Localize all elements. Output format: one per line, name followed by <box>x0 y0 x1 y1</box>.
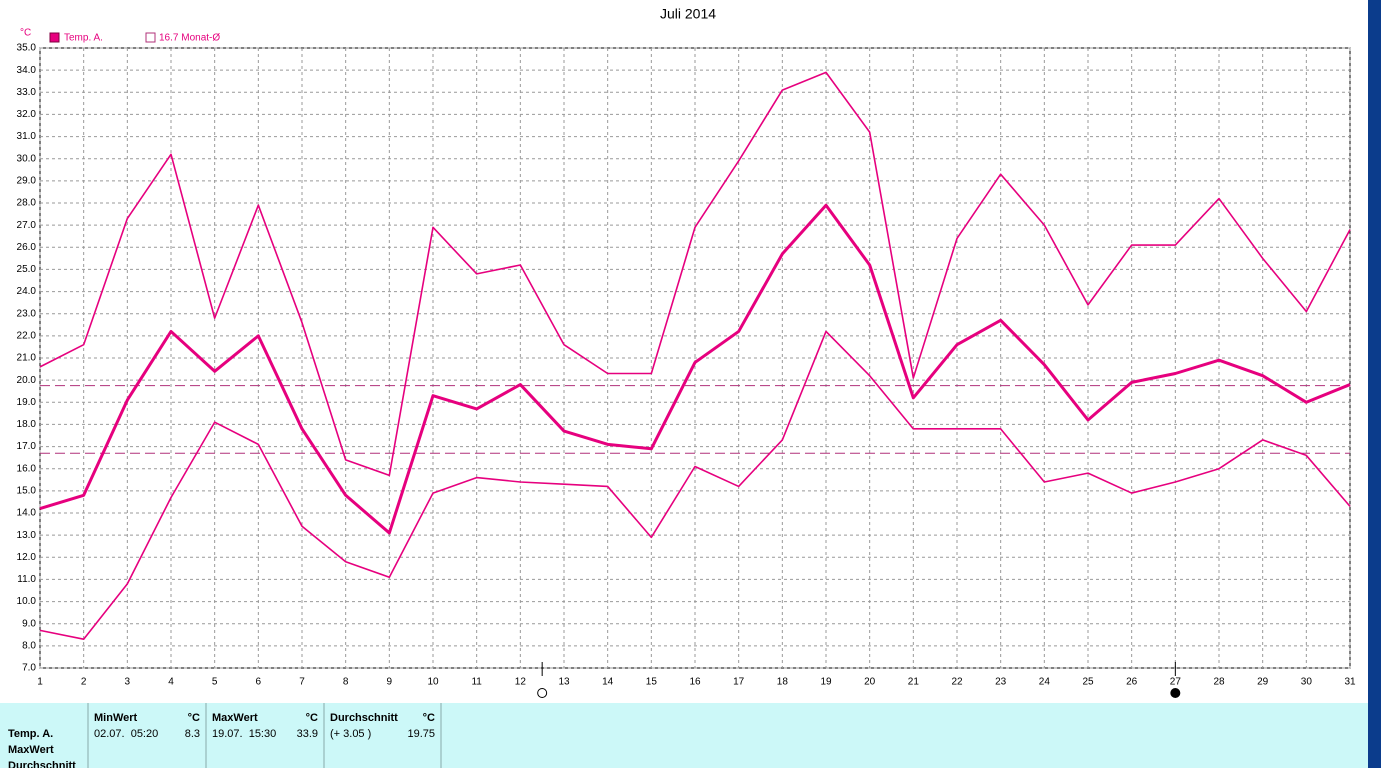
y-tick-label: 17.0 <box>17 441 37 452</box>
stats-panel <box>0 703 1368 768</box>
x-tick-label: 20 <box>864 677 876 688</box>
x-tick-label: 6 <box>256 677 262 688</box>
y-tick-label: 28.0 <box>17 198 37 209</box>
y-tick-label: 31.0 <box>17 131 37 142</box>
cell-value: 8.3 <box>185 728 200 740</box>
x-tick-label: 2 <box>81 677 87 688</box>
x-tick-label: 11 <box>471 677 482 688</box>
y-tick-label: 33.0 <box>17 87 37 98</box>
x-tick-label: 23 <box>995 677 1007 688</box>
cell-when: 19.07. 15:30 <box>212 728 276 740</box>
y-tick-label: 23.0 <box>17 308 37 319</box>
y-tick-label: 27.0 <box>17 220 37 231</box>
y-tick-label: 8.0 <box>22 640 36 651</box>
cell-when: 02.07. 05:20 <box>94 728 158 740</box>
y-tick-label: 25.0 <box>17 264 37 275</box>
column-header: MinWert <box>94 712 138 724</box>
y-tick-label: 14.0 <box>17 508 37 519</box>
x-tick-label: 29 <box>1257 677 1269 688</box>
x-tick-label: 18 <box>777 677 789 688</box>
x-tick-label: 3 <box>125 677 131 688</box>
y-tick-label: 15.0 <box>17 485 37 496</box>
x-tick-label: 28 <box>1213 677 1225 688</box>
column-unit: °C <box>306 712 318 724</box>
y-tick-label: 29.0 <box>17 175 37 186</box>
x-tick-label: 21 <box>908 677 920 688</box>
x-tick-label: 10 <box>427 677 439 688</box>
legend-swatch <box>145 32 156 43</box>
cell-value: 33.9 <box>297 728 318 740</box>
x-tick-label: 27 <box>1170 677 1182 688</box>
x-tick-label: 12 <box>515 677 527 688</box>
y-tick-label: 24.0 <box>17 286 37 297</box>
series-line <box>39 71 1351 477</box>
y-tick-label: 10.0 <box>17 596 37 607</box>
legend-label: 16.7 Monat-Ø <box>159 33 220 44</box>
legend-label: Temp. A. <box>64 33 103 44</box>
x-tick-label: 13 <box>558 677 570 688</box>
y-tick-label: 16.0 <box>17 463 37 474</box>
row-label: Durchschnitt <box>8 760 76 768</box>
y-tick-label: 20.0 <box>17 375 37 386</box>
y-tick-label: 34.0 <box>17 65 37 76</box>
y-tick-label: 26.0 <box>17 242 37 253</box>
x-tick-label: 19 <box>820 677 832 688</box>
x-tick-label: 16 <box>689 677 701 688</box>
column-unit: °C <box>188 712 200 724</box>
x-tick-label: 30 <box>1301 677 1313 688</box>
x-tick-label: 26 <box>1126 677 1138 688</box>
y-tick-label: 19.0 <box>17 397 37 408</box>
x-tick-label: 5 <box>212 677 218 688</box>
x-tick-label: 4 <box>168 677 174 688</box>
x-tick-label: 31 <box>1344 677 1356 688</box>
column-header: Durchschnitt <box>330 712 398 724</box>
x-tick-label: 7 <box>299 677 305 688</box>
y-tick-label: 32.0 <box>17 109 37 120</box>
x-tick-label: 9 <box>387 677 393 688</box>
y-tick-label: 21.0 <box>17 353 37 364</box>
series-line <box>39 203 1351 535</box>
y-tick-label: 9.0 <box>22 618 36 629</box>
moon-phase <box>537 688 548 698</box>
y-tick-label: 11.0 <box>17 574 36 585</box>
y-tick-label: 35.0 <box>17 43 37 54</box>
cell-value: 19.75 <box>407 728 435 740</box>
x-tick-label: 24 <box>1039 677 1051 688</box>
x-tick-label: 1 <box>37 677 43 688</box>
window-edge <box>1368 0 1381 768</box>
chart-title: Juli 2014 <box>660 6 716 22</box>
y-tick-label: 30.0 <box>17 153 37 164</box>
x-tick-label: 8 <box>343 677 349 688</box>
x-tick-label: 22 <box>951 677 963 688</box>
y-tick-label: 12.0 <box>17 552 37 563</box>
row-label: MaxWert <box>8 744 54 756</box>
series-line <box>39 330 1351 641</box>
cell-when: (+ 3.05 ) <box>330 728 371 740</box>
y-tick-label: 13.0 <box>17 530 37 541</box>
legend-swatch <box>49 32 60 43</box>
y-tick-label: 7.0 <box>22 663 36 674</box>
y-tick-label: 22.0 <box>17 330 37 341</box>
x-tick-label: 14 <box>602 677 614 688</box>
column-header: MaxWert <box>212 712 258 724</box>
x-tick-label: 25 <box>1082 677 1094 688</box>
unit-label: °C <box>20 28 31 39</box>
row-label: Temp. A. <box>8 728 53 740</box>
x-tick-label: 15 <box>646 677 658 688</box>
y-tick-label: 18.0 <box>17 419 37 430</box>
column-unit: °C <box>423 712 435 724</box>
moon-phase <box>1170 688 1181 698</box>
x-tick-label: 17 <box>733 677 745 688</box>
